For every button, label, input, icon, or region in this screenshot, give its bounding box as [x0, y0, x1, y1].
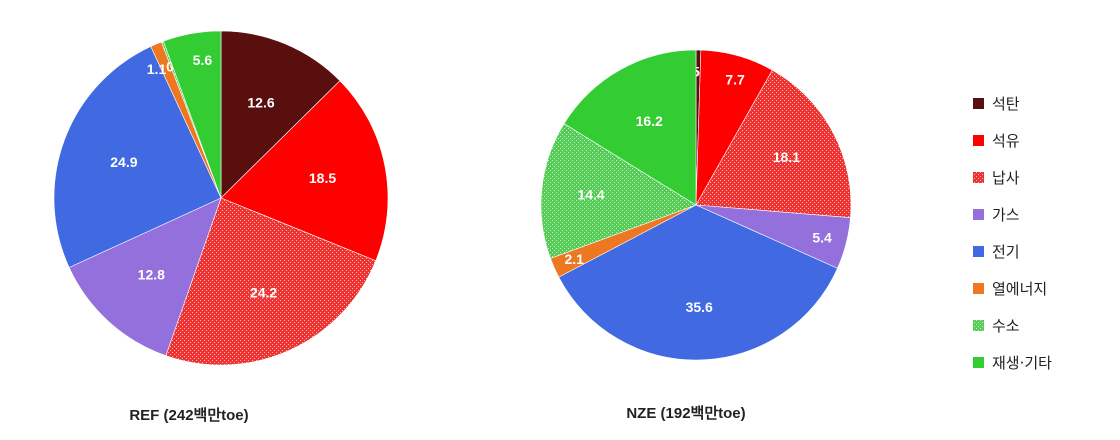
slice-nze-naphtha [695, 69, 852, 218]
legend-item-naphtha: 납사 [973, 169, 1020, 187]
slice-ref-naphtha [165, 197, 377, 366]
data-label-ref-oil: 18.5 [309, 170, 336, 186]
legend-swatch-oil [973, 135, 984, 146]
legend-item-coal: 석탄 [973, 95, 1020, 113]
legend-label-renewables-other: 재생·기타 [992, 354, 1052, 372]
legend-swatch-gas [973, 209, 984, 220]
data-label-nze-naphtha: 18.1 [773, 149, 800, 165]
slice-nze-electricity [558, 204, 838, 361]
legend-label-naphtha: 납사 [992, 169, 1020, 187]
legend-swatch-electricity [973, 246, 984, 257]
slice-ref-gas [68, 197, 222, 357]
legend-label-oil: 석유 [992, 132, 1020, 150]
legend-item-gas: 가스 [973, 206, 1020, 224]
legend-item-renewables-other: 재생·기타 [973, 354, 1052, 372]
data-label-ref-heat: 1.1 [147, 61, 167, 77]
slice-ref-renewables-other [163, 30, 222, 199]
legend-swatch-renewables-other [973, 357, 984, 368]
legend-label-coal: 석탄 [992, 95, 1020, 113]
data-label-ref-gas: 12.8 [138, 267, 165, 283]
data-label-nze-gas: 5.4 [812, 229, 832, 245]
slice-ref-coal [220, 30, 341, 199]
legend-label-gas: 가스 [992, 206, 1020, 224]
pie-title-ref: REF (242백만toe) [129, 407, 248, 424]
pie-title-nze: NZE (192백만toe) [626, 405, 745, 422]
legend-swatch-heat [973, 283, 984, 294]
data-label-ref-renewables-other: 5.6 [193, 52, 213, 68]
legend-label-heat: 열에너지 [992, 280, 1047, 298]
data-label-nze-renewables-other: 16.2 [636, 113, 663, 129]
legend-swatch-coal [973, 98, 984, 109]
data-label-nze-hydrogen: 14.4 [577, 186, 604, 202]
legend-label-electricity: 전기 [992, 243, 1020, 261]
data-label-nze-electricity: 35.6 [686, 299, 713, 315]
legend-swatch-hydrogen [973, 320, 984, 331]
data-label-nze-oil: 7.7 [725, 72, 745, 88]
data-label-ref-naphtha: 24.2 [250, 284, 277, 300]
legend-item-hydrogen: 수소 [973, 317, 1020, 335]
slice-ref-oil [220, 80, 389, 262]
legend-item-oil: 석유 [973, 132, 1020, 150]
legend-label-hydrogen: 수소 [992, 317, 1020, 335]
slice-nze-hydrogen [540, 123, 697, 259]
legend-item-heat: 열에너지 [973, 280, 1047, 298]
data-label-ref-coal: 12.6 [247, 95, 274, 111]
data-label-ref-electricity: 24.9 [110, 154, 137, 170]
data-label-nze-heat: 2.1 [564, 251, 584, 267]
slice-ref-electricity [53, 46, 222, 268]
legend-swatch-naphtha [973, 172, 984, 183]
slice-nze-renewables-other [563, 49, 697, 206]
legend-item-electricity: 전기 [973, 243, 1020, 261]
